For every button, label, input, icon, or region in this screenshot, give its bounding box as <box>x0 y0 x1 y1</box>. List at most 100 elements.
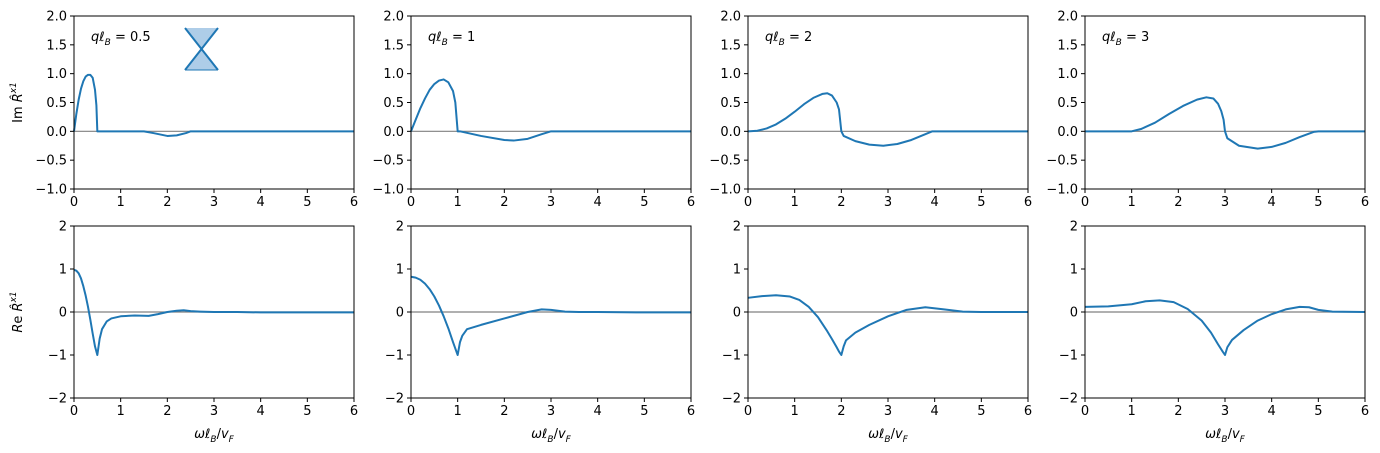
y-tick-label: 0.5 <box>1057 96 1078 111</box>
y-tick-label: 1.5 <box>383 38 404 53</box>
x-tick-label: 1 <box>454 195 462 210</box>
x-tick-label: 3 <box>884 404 892 419</box>
x-tick-label: 5 <box>640 195 648 210</box>
y-tick-label: 1 <box>59 263 67 278</box>
x-tick-label: 3 <box>884 195 892 210</box>
x-tick-label: 2 <box>163 195 171 210</box>
y-tick-label: 1.5 <box>46 38 67 53</box>
x-tick-label: 6 <box>350 195 358 210</box>
panel-Re-ql1: 0 1 2 3 4 5 6 −2 −1 0 1 2 ωℓB/vF <box>385 220 695 446</box>
y-tick-label: 0 <box>59 306 67 321</box>
y-tick-label: −2 <box>385 392 404 407</box>
x-tick-label: 1 <box>117 195 125 210</box>
y-tick-label: 2 <box>733 220 741 235</box>
x-tick-label: 2 <box>837 404 845 419</box>
x-tick-label: 0 <box>744 195 752 210</box>
y-tick-label: 0 <box>733 306 741 321</box>
y-tick-label: −1 <box>48 349 67 364</box>
x-tick-label: 2 <box>500 404 508 419</box>
series-line <box>410 78 691 142</box>
y-tick-label: −2 <box>48 392 67 407</box>
y-tick-label: 2.0 <box>383 10 404 25</box>
x-tick-label: 4 <box>1268 195 1276 210</box>
x-tick-label: 0 <box>407 404 415 419</box>
x-tick-label: 4 <box>931 195 939 210</box>
y-tick-label: 0.0 <box>383 125 404 140</box>
x-tick-label: 2 <box>500 195 508 210</box>
y-tick-label: −1 <box>385 349 404 364</box>
y-tick-label: 0 <box>396 306 404 321</box>
y-tick-label: −0.5 <box>35 154 67 169</box>
y-tick-label: 2 <box>396 220 404 235</box>
y-tick-label: 0.0 <box>1057 125 1078 140</box>
x-tick-label: 0 <box>1081 404 1089 419</box>
x-tick-label: 1 <box>791 195 799 210</box>
y-tick-label: 1.5 <box>720 38 741 53</box>
y-tick-label: 1.0 <box>46 67 67 82</box>
y-tick-label: 2 <box>59 220 67 235</box>
x-tick-label: 3 <box>210 195 218 210</box>
x-tick-label: 5 <box>977 404 985 419</box>
x-tick-label: 6 <box>687 195 695 210</box>
x-tick-label: 5 <box>1314 195 1322 210</box>
panel-annotation: qℓB = 3 <box>1102 30 1149 48</box>
series-line <box>410 275 691 356</box>
x-tick-label: 6 <box>350 404 358 419</box>
x-tick-label: 0 <box>70 195 78 210</box>
series-line <box>747 92 1028 147</box>
y-tick-label: 2 <box>1070 220 1078 235</box>
x-tick-label: 3 <box>1221 195 1229 210</box>
y-tick-label: 0.5 <box>46 96 67 111</box>
y-tick-label: 1.0 <box>383 67 404 82</box>
panel-Im-ql3: 0 1 2 3 4 5 6 −1.0 −0.5 0.0 0.5 1.0 1.5 2.0 qℓB = 3 <box>1046 10 1369 211</box>
x-tick-label: 3 <box>547 404 555 419</box>
y-tick-label: 1.5 <box>1057 38 1078 53</box>
panel-Im-ql2: 0 1 2 3 4 5 6 −1.0 −0.5 0.0 0.5 1.0 1.5 2.0 qℓB = 2 <box>709 10 1032 211</box>
x-tick-label: 2 <box>1174 195 1182 210</box>
panel-annotation: qℓB = 0.5 <box>91 30 151 48</box>
y-tick-label: −2 <box>722 392 741 407</box>
x-tick-label: 0 <box>1081 195 1089 210</box>
y-tick-label: −1 <box>1059 349 1078 364</box>
x-tick-label: 4 <box>931 404 939 419</box>
x-tick-label: 5 <box>640 404 648 419</box>
x-axis-label: ωℓB/vF <box>531 427 572 445</box>
series-line <box>1084 299 1366 356</box>
x-tick-label: 5 <box>303 195 311 210</box>
x-axis-label: ωℓB/vF <box>1205 427 1246 445</box>
y-tick-label: 0 <box>1070 306 1078 321</box>
panel-Im-ql1: 0 1 2 3 4 5 6 −1.0 −0.5 0.0 0.5 1.0 1.5 2.0 qℓB = 1 <box>372 10 695 211</box>
x-tick-label: 6 <box>1361 404 1369 419</box>
x-tick-label: 6 <box>1361 195 1369 210</box>
y-tick-label: −1 <box>722 349 741 364</box>
y-tick-label: −0.5 <box>372 154 404 169</box>
x-tick-label: 1 <box>117 404 125 419</box>
x-tick-label: 3 <box>210 404 218 419</box>
series-line <box>1085 96 1365 150</box>
x-tick-label: 6 <box>1024 195 1032 210</box>
y-tick-label: −1.0 <box>372 183 404 198</box>
x-tick-label: 1 <box>454 404 462 419</box>
y-tick-label: 0.5 <box>720 96 741 111</box>
panel-Re-ql2: 0 1 2 3 4 5 6 −2 −1 0 1 2 ωℓB/vF <box>722 220 1032 446</box>
y-tick-label: 1.0 <box>1057 67 1078 82</box>
x-tick-label: 2 <box>1174 404 1182 419</box>
x-tick-label: 1 <box>1128 195 1136 210</box>
y-tick-label: −0.5 <box>709 154 741 169</box>
y-axis-label: Im R̂x1 <box>9 82 26 123</box>
y-tick-label: −1.0 <box>35 183 67 198</box>
series-line <box>73 73 354 137</box>
y-tick-label: −0.5 <box>1046 154 1078 169</box>
x-tick-label: 4 <box>594 195 602 210</box>
y-axis-label: Re R̂x1 <box>9 291 26 332</box>
y-tick-label: 0.5 <box>383 96 404 111</box>
y-tick-label: 1 <box>733 263 741 278</box>
x-tick-label: 1 <box>791 404 799 419</box>
y-tick-label: 0.0 <box>720 125 741 140</box>
y-tick-label: 1 <box>396 263 404 278</box>
x-tick-label: 2 <box>163 404 171 419</box>
dirac-cone-icon <box>184 27 219 71</box>
x-tick-label: 4 <box>257 404 265 419</box>
x-tick-label: 5 <box>303 404 311 419</box>
